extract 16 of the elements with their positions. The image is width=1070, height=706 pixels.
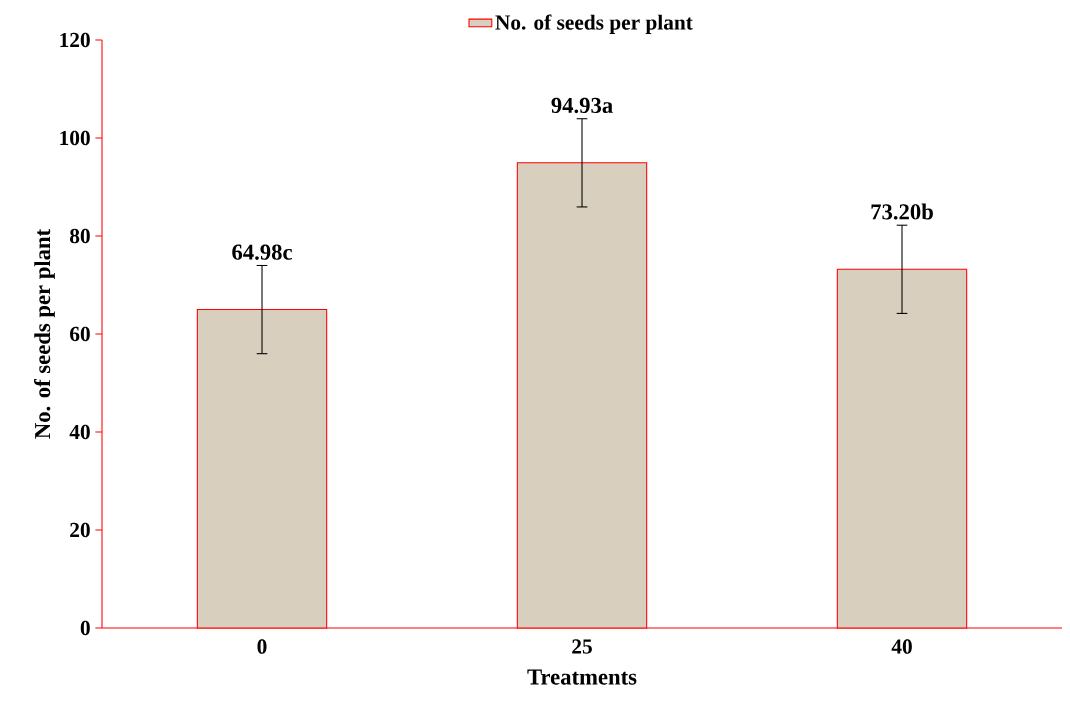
- x-axis-title: Treatments: [527, 669, 637, 685]
- data-label: 64.98c: [232, 244, 292, 260]
- x-tick-label: 25: [572, 639, 592, 654]
- x-tick-label: 40: [891, 639, 912, 654]
- y-tick-label: 120: [60, 32, 90, 48]
- data-label: 73.20b: [871, 203, 933, 220]
- y-tick-label: 100: [60, 130, 90, 146]
- y-tick-label: 20: [70, 522, 90, 538]
- legend-label: No. of seeds per plant: [495, 14, 693, 34]
- y-tick-label: 60: [70, 326, 90, 342]
- y-axis-title: No. of seeds per plant: [34, 228, 55, 439]
- y-tick-label: 0: [80, 620, 90, 636]
- y-tick-label: 40: [69, 424, 90, 440]
- data-label: 94.93a: [551, 97, 613, 114]
- x-tick-label: 0: [257, 639, 267, 654]
- y-tick-label: 80: [70, 228, 90, 244]
